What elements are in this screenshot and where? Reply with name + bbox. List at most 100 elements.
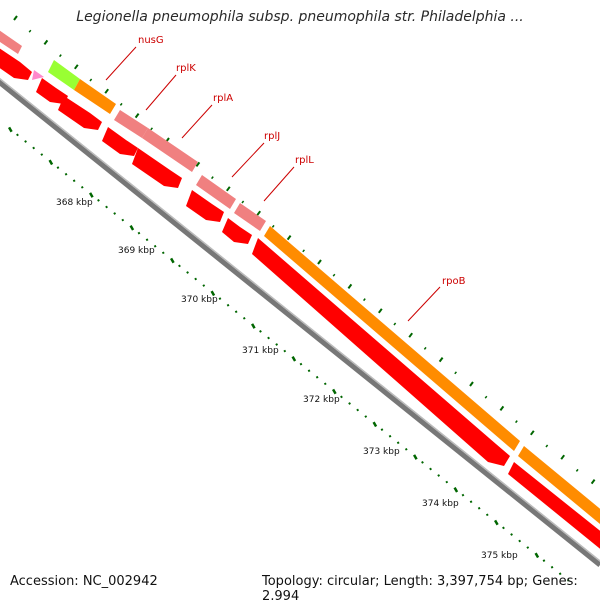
tick-mark: [307, 369, 311, 373]
kbp-label: 374 kbp: [422, 499, 459, 509]
kbp-labels: 368 kbp 369 kbp 370 kbp 371 kbp 372 kbp …: [56, 198, 518, 561]
tick-mark: [89, 192, 94, 198]
gene-arrow-rpoB: [252, 238, 510, 466]
tick-mark: [28, 29, 32, 33]
kbp-label: 372 kbp: [303, 395, 340, 405]
tick-mark: [211, 176, 214, 180]
tick-mark: [323, 382, 327, 386]
tick-mark: [377, 308, 383, 314]
tick-mark: [241, 200, 245, 204]
tick-mark: [283, 349, 287, 353]
tick-mark: [195, 161, 201, 167]
tick-mark: [499, 405, 505, 411]
tick-mark: [550, 565, 554, 569]
rna-feature-rplK: [114, 110, 148, 138]
tick-mark: [347, 283, 353, 289]
inner-tick-row: [7, 126, 570, 582]
tick-mark: [97, 199, 100, 202]
kbp-label: 371 kbp: [242, 346, 279, 356]
backbone: [0, 77, 600, 567]
tick-mark: [380, 428, 384, 432]
tick-mark: [393, 322, 397, 326]
tick-mark: [590, 479, 596, 485]
tick-mark: [104, 88, 109, 94]
tick-mark: [542, 559, 546, 563]
tick-mark: [545, 444, 549, 448]
tick-mark: [256, 210, 262, 216]
tick-mark: [291, 356, 297, 362]
tick-mark: [129, 225, 135, 231]
tick-mark: [119, 102, 123, 106]
tick-mark: [161, 251, 165, 255]
tick-mark: [259, 330, 262, 333]
tick-mark: [64, 172, 68, 176]
tick-mark: [218, 297, 222, 301]
small-feature-arrow: [32, 70, 44, 80]
tick-mark: [515, 420, 518, 424]
tick-mark: [518, 539, 522, 543]
tick-mark: [560, 454, 566, 460]
tick-mark: [16, 133, 19, 137]
tick-mark: [7, 126, 13, 133]
tick-mark: [502, 526, 505, 530]
tick-mark: [485, 513, 489, 517]
tick-mark: [429, 467, 432, 471]
tick-mark: [194, 277, 198, 281]
tick-mark: [461, 493, 465, 497]
tick-mark: [396, 441, 400, 445]
tick-mark: [340, 395, 343, 399]
tick-mark: [317, 259, 322, 265]
kbp-label: 375 kbp: [481, 551, 518, 561]
tick-mark: [510, 533, 513, 536]
tick-mark: [105, 205, 108, 209]
tick-mark: [137, 231, 141, 235]
gene-arrow: [36, 78, 68, 104]
tick-mark: [302, 249, 305, 253]
tick-mark: [529, 430, 535, 436]
tick-mark: [484, 395, 488, 399]
tick-mark: [348, 402, 351, 405]
gene-arrow: [508, 462, 600, 549]
tick-mark: [404, 447, 408, 451]
tick-mark: [438, 357, 444, 363]
tick-mark: [413, 454, 418, 460]
tick-mark: [121, 218, 125, 222]
tick-mark: [13, 15, 18, 21]
tick-mark: [275, 343, 279, 346]
rna-feature-rplA: [142, 128, 198, 172]
gene-label-rplA: rplA: [213, 93, 233, 104]
tick-mark: [56, 166, 60, 170]
tick-mark: [494, 519, 499, 526]
tick-mark: [72, 179, 76, 183]
tick-mark: [89, 78, 93, 82]
cds-feature-rpoB-b: [518, 446, 600, 524]
tick-mark: [170, 257, 175, 264]
tick-mark: [226, 303, 230, 307]
cds-feature-nusG: [74, 79, 116, 114]
tick-mark: [43, 39, 49, 46]
misc-feature-bar: [48, 60, 80, 90]
tick-mark: [363, 298, 366, 302]
tick-mark: [271, 224, 275, 228]
tick-mark: [134, 112, 140, 119]
tick-mark: [558, 572, 562, 576]
rna-feature-rplJ: [196, 175, 236, 209]
gene-arrow: [0, 48, 32, 80]
kbp-label: 369 kbp: [118, 246, 155, 256]
tick-mark: [421, 461, 424, 464]
tick-mark: [454, 371, 457, 375]
tick-mark: [408, 332, 414, 338]
tick-mark: [364, 415, 368, 418]
gene-arrow: [132, 148, 182, 188]
tick-mark: [113, 212, 117, 215]
tick-mark: [372, 421, 378, 428]
gene-arrow: [222, 218, 252, 244]
tick-mark: [48, 159, 54, 166]
tick-mark: [267, 336, 270, 340]
rna-feature-bar: [0, 30, 22, 54]
tick-mark: [315, 375, 319, 379]
tick-mark: [332, 388, 337, 395]
cds-feature-rpoB-a: [264, 226, 520, 451]
gene-label-rplL: rplL: [295, 155, 314, 166]
